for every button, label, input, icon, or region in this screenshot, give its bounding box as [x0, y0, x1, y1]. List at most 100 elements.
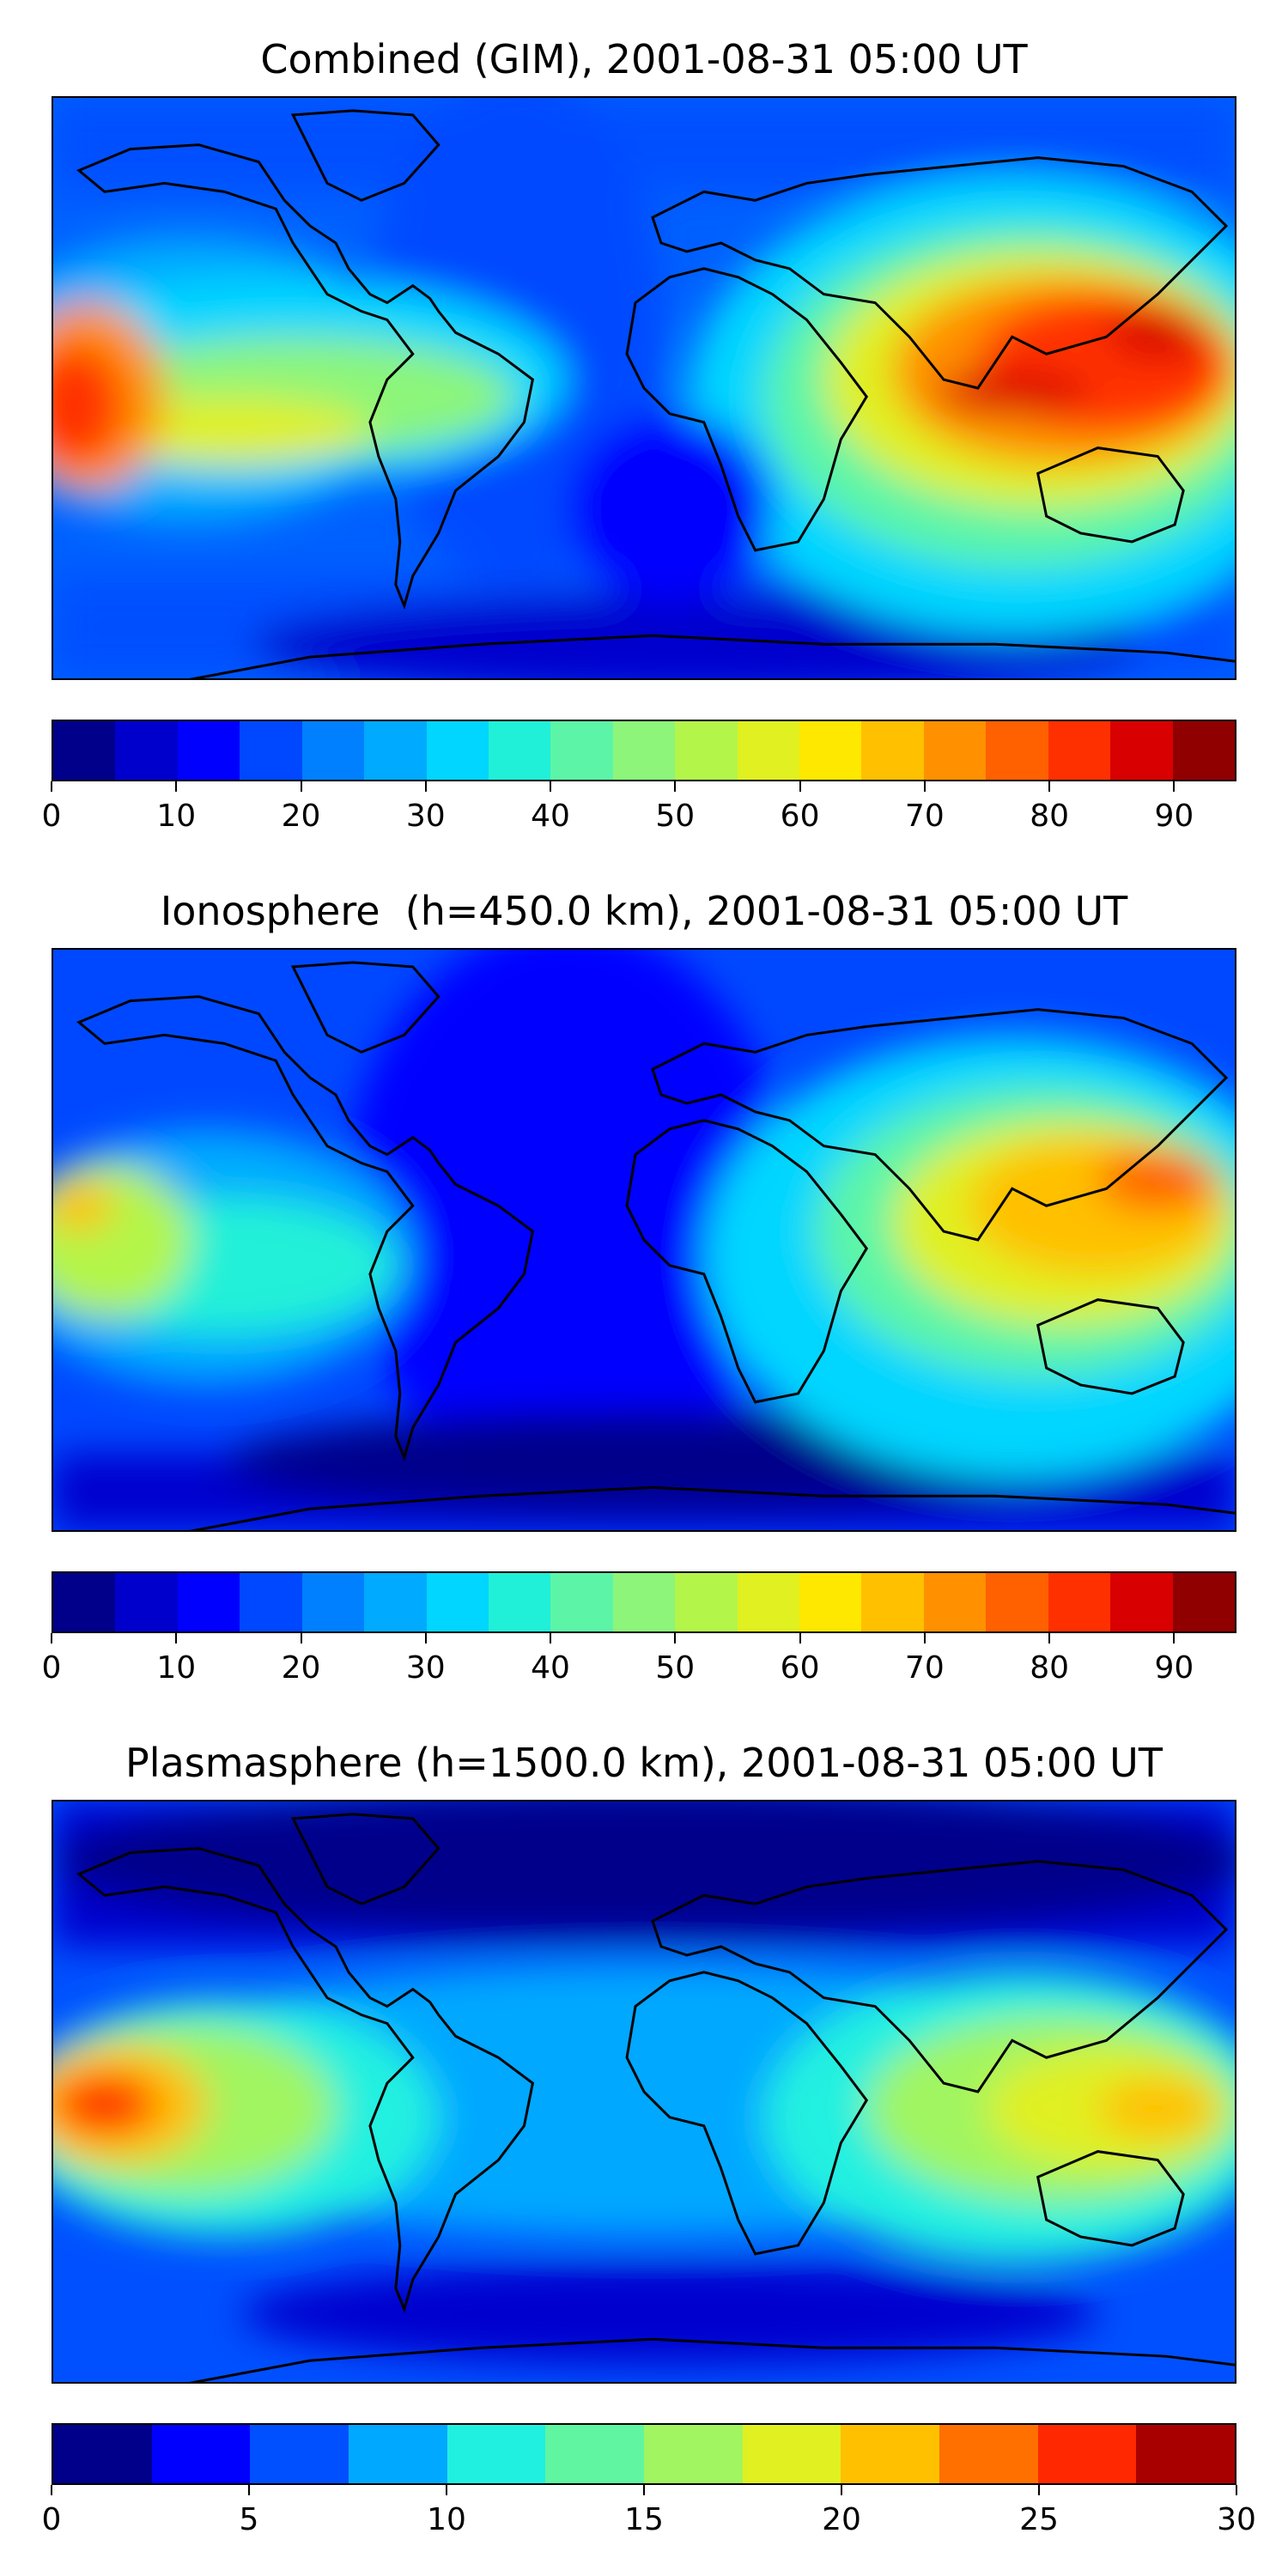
colorbar-cell	[612, 721, 676, 780]
colorbar-tick-label: 20	[281, 1650, 321, 1686]
colorbar-cell	[923, 1573, 987, 1631]
colorbar-cell	[675, 721, 738, 780]
panel-title-ionosphere: Ionosphere (h=450.0 km), 2001-08-31 05:0…	[160, 888, 1128, 934]
map-combined	[52, 96, 1236, 680]
colorbar-tick-label: 30	[405, 799, 446, 834]
map-plasmasphere-plot	[53, 1801, 1235, 2382]
colorbar-ionosphere	[52, 1571, 1236, 1633]
colorbar-cell	[799, 1573, 862, 1631]
colorbar-cell	[301, 721, 365, 780]
colorbar-tick	[1048, 1633, 1051, 1643]
colorbar-cell	[1172, 721, 1236, 780]
colorbar-tick	[799, 1633, 801, 1643]
colorbar-tick	[424, 781, 427, 792]
colorbar-tick	[550, 1633, 552, 1643]
colorbar-cell	[488, 1573, 551, 1631]
colorbar-tick	[643, 2485, 645, 2495]
colorbar-tick	[51, 2485, 52, 2495]
colorbar-tick	[674, 781, 677, 792]
colorbar-cell	[939, 2425, 1038, 2483]
colorbar-cell	[250, 2425, 349, 2483]
colorbar-tick-label: 25	[1019, 2502, 1059, 2537]
colorbar-tick-label: 5	[239, 2502, 259, 2537]
colorbar-cell	[240, 721, 302, 780]
colorbar-cell	[1037, 2425, 1137, 2483]
colorbar-tick-label: 10	[156, 1650, 197, 1686]
colorbar-tick-label: 0	[41, 799, 62, 834]
colorbar-tick-label: 90	[1154, 1650, 1194, 1686]
colorbar-cell	[861, 721, 924, 780]
colorbar-tick	[799, 781, 801, 792]
colorbar-cell	[737, 1573, 800, 1631]
colorbar-cell	[488, 721, 551, 780]
colorbar-tick-label: 30	[1217, 2502, 1256, 2537]
colorbar-tick	[923, 1633, 926, 1643]
colorbar-cell	[799, 721, 862, 780]
map-plasmasphere	[52, 1800, 1236, 2384]
colorbar-tick	[550, 781, 552, 792]
colorbar-tick-label: 20	[281, 799, 321, 834]
colorbar-cell	[923, 721, 987, 780]
colorbar-tick-label: 0	[41, 1650, 62, 1686]
colorbar-cell	[240, 1573, 302, 1631]
colorbar-tick	[1236, 2485, 1237, 2495]
colorbar-ticks-ionosphere: 0 10 20 30 40 50 60 70 80 90	[42, 1633, 1236, 1686]
colorbar-cell	[447, 2425, 546, 2483]
colorbar-cell	[53, 1573, 116, 1631]
colorbar-tick-label: 80	[1030, 1650, 1069, 1686]
colorbar-cell	[1110, 1573, 1173, 1631]
colorbar-tick-label: 20	[822, 2502, 861, 2537]
panel-title-combined: Combined (GIM), 2001-08-31 05:00 UT	[260, 36, 1028, 82]
coastlines	[76, 1813, 1235, 2382]
colorbar-tick-label: 80	[1030, 799, 1069, 834]
colorbar-tick	[175, 1633, 178, 1643]
colorbar-cell	[426, 1573, 489, 1631]
colorbar-cell	[364, 1573, 427, 1631]
colorbar-tick-label: 70	[904, 799, 945, 834]
colorbar-tick	[1038, 2485, 1040, 2495]
colorbar-tick	[51, 1633, 52, 1643]
map-combined-plot	[53, 98, 1235, 678]
colorbar-tick	[300, 1633, 302, 1643]
colorbar-cell	[1136, 2425, 1236, 2483]
colorbar-ticks-plasmasphere: 0 5 10 15 20 25 30	[42, 2485, 1256, 2537]
colorbar-tick	[674, 1633, 677, 1643]
colorbar-cell	[545, 2425, 645, 2483]
colorbar-cell	[861, 1573, 924, 1631]
colorbar-cell	[301, 1573, 365, 1631]
colorbar-cell	[177, 1573, 240, 1631]
colorbar-cell	[1048, 721, 1111, 780]
colorbar-cell	[550, 721, 613, 780]
panel-title-plasmasphere: Plasmasphere (h=1500.0 km), 2001-08-31 0…	[125, 1740, 1163, 1786]
colorbar-combined	[52, 720, 1236, 781]
colorbar-tick	[248, 2485, 250, 2495]
colorbar-tick-label: 40	[531, 1650, 570, 1686]
colorbar-tick	[424, 1633, 427, 1643]
colorbar-tick	[300, 781, 302, 792]
colorbar-tick	[175, 781, 178, 792]
map-ionosphere-plot	[53, 950, 1235, 1530]
colorbar-tick-label: 50	[655, 1650, 696, 1686]
colorbar-tick-label: 10	[156, 799, 197, 834]
colorbar-cell	[364, 721, 427, 780]
coastlines	[76, 109, 1235, 678]
colorbar-cell	[115, 1573, 178, 1631]
colorbar-cell	[1048, 1573, 1111, 1631]
colorbar-cell	[644, 2425, 743, 2483]
coastlines	[76, 961, 1235, 1530]
colorbar-cell	[177, 721, 240, 780]
colorbar-tick-label: 0	[41, 2502, 62, 2537]
colorbar-cell	[1172, 1573, 1236, 1631]
colorbar-cell	[612, 1573, 676, 1631]
colorbar-cell	[426, 721, 489, 780]
map-ionosphere	[52, 948, 1236, 1532]
colorbar-tick-label: 60	[780, 1650, 820, 1686]
colorbar-cell	[737, 721, 800, 780]
colorbar-cell	[986, 1573, 1048, 1631]
colorbar-tick	[1173, 1633, 1176, 1643]
colorbar-tick-label: 50	[655, 799, 696, 834]
colorbar-tick	[923, 781, 926, 792]
colorbar-cell	[1110, 721, 1173, 780]
colorbar-tick	[1048, 781, 1051, 792]
colorbar-cell	[349, 2425, 447, 2483]
